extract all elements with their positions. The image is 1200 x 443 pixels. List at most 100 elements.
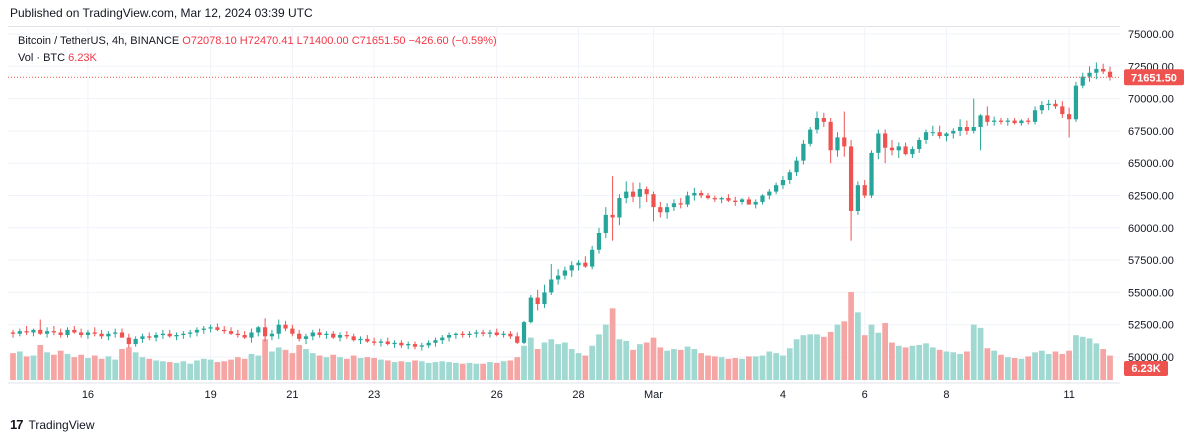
candle-body (692, 192, 697, 196)
x-tick-label: 19 (204, 389, 216, 401)
candle-body (160, 333, 166, 336)
y-tick-label: 67500.00 (1128, 126, 1174, 138)
candle-body (930, 132, 935, 134)
volume-bar (194, 360, 200, 380)
candles (10, 62, 1113, 351)
footer-brand[interactable]: 17 TradingView (10, 417, 95, 432)
candle-body (310, 332, 315, 337)
volume-bar (316, 355, 323, 380)
volume-bar (30, 355, 37, 380)
candle-body (147, 336, 152, 338)
volume-bar (766, 351, 773, 380)
candle-body (862, 185, 867, 196)
volume-bar (868, 324, 875, 380)
volume-bar (241, 358, 248, 380)
candle-body (678, 203, 683, 205)
volume-bar (827, 331, 834, 380)
volume-bar (889, 342, 895, 380)
candle-body (951, 130, 956, 134)
volume-bar (337, 357, 343, 380)
candle-body (167, 333, 172, 337)
volume-bar (861, 335, 868, 380)
volume-bar (453, 362, 459, 380)
volume-bar (582, 355, 589, 380)
volume-bar (773, 353, 779, 380)
candle-body (651, 194, 656, 208)
volume-bar (228, 359, 234, 380)
volume-bar (834, 324, 841, 380)
volume-bar (23, 356, 30, 380)
candle-body (1005, 120, 1010, 122)
candle-body (835, 137, 840, 151)
symbol-legend: Bitcoin / TetherUS, 4h, BINANCE O72078.1… (18, 35, 497, 47)
candle-body (65, 329, 70, 336)
candle-body (235, 333, 240, 336)
ohlc-low: L71400.00 (296, 35, 349, 47)
candle-body (889, 147, 895, 151)
volume-bar (1066, 350, 1072, 380)
volume-bar (623, 340, 630, 380)
volume-bar (725, 358, 732, 380)
volume-bar (562, 342, 568, 380)
candle-body (419, 345, 424, 347)
volume-bar (330, 354, 337, 380)
candle-body (705, 195, 711, 199)
candle-body (1073, 85, 1079, 120)
volume-bar (221, 361, 228, 380)
candle-body (794, 160, 799, 173)
x-tick-label: 23 (368, 389, 380, 401)
volume-bar (153, 360, 159, 380)
volume-bar (1039, 350, 1045, 380)
candle-body (44, 331, 50, 334)
candle-body (324, 333, 329, 336)
volume-bar (112, 359, 119, 380)
candle-body (1012, 120, 1017, 124)
candle-body (181, 333, 186, 336)
candle-body (978, 115, 983, 128)
volume-bar (439, 361, 446, 380)
volume-bar (262, 339, 268, 380)
candle-body (58, 332, 63, 336)
candle-body (896, 146, 901, 151)
candle-body (644, 189, 649, 195)
candle-body (562, 270, 568, 276)
candle-body (535, 297, 540, 305)
candle-body (903, 146, 908, 155)
volume-bar (180, 361, 187, 380)
volume-bar (187, 363, 194, 380)
candle-body (821, 117, 826, 122)
candle-body (1019, 120, 1024, 124)
volume-bar (323, 357, 330, 380)
candle-body (1046, 103, 1051, 106)
x-tick-label: Mar (644, 389, 663, 401)
volume-bar (303, 349, 309, 380)
candle-body (733, 200, 738, 202)
candle-body (372, 341, 377, 343)
chart-frame (8, 26, 1120, 384)
volume-bar (950, 352, 957, 380)
candle-body (971, 127, 976, 131)
volume-bar (1032, 352, 1038, 380)
volume-bar (1059, 353, 1066, 380)
volume-bar (493, 362, 500, 380)
volume-legend: Vol · BTC 6.23K (18, 52, 97, 64)
volume-bar (255, 355, 262, 380)
volume-bar (1086, 338, 1093, 380)
volume-bar (984, 348, 991, 380)
candle-body (385, 341, 390, 345)
volume-bar (998, 354, 1004, 380)
candle-body (79, 332, 84, 336)
candle-body (133, 338, 138, 345)
volume-bar (91, 355, 98, 380)
candle-body (24, 331, 29, 333)
volume-bar (425, 362, 432, 380)
candle-body (774, 185, 779, 192)
candle-body (596, 232, 602, 250)
volume-bar (807, 334, 814, 380)
candle-body (1101, 68, 1106, 72)
candle-body (1080, 76, 1085, 86)
candle-body (590, 249, 595, 267)
volume-bar (711, 356, 718, 380)
volume-bar (37, 344, 44, 380)
